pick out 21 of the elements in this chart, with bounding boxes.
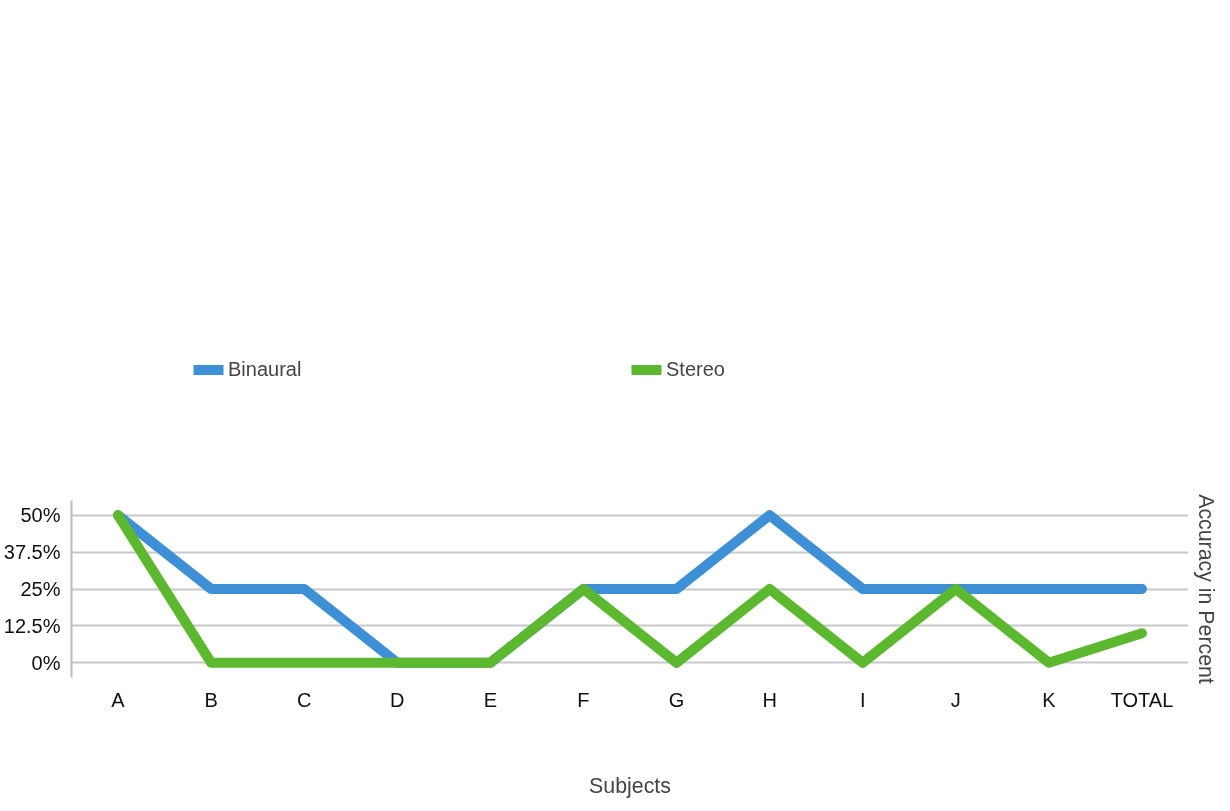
y-tick-label: 37.5% [3, 541, 61, 564]
x-tick-label: D [390, 688, 405, 711]
x-tick-label: TOTAL [1110, 688, 1174, 711]
x-tick-label: C [296, 688, 312, 711]
x-tick-label: H [762, 688, 777, 711]
x-tick-label: A [111, 688, 126, 711]
legend-label: Binaural [228, 357, 303, 381]
x-tick-label: K [1042, 688, 1057, 711]
y-axis-title: Accuracy in Percent [1193, 494, 1218, 684]
x-tick-label: I [859, 688, 866, 711]
x-tick-label: F [577, 688, 590, 711]
x-tick-label: J [950, 688, 961, 711]
y-tick-label: 12.5% [3, 614, 61, 637]
y-tick-label: 0% [31, 651, 61, 674]
y-tick-label: 50% [20, 504, 61, 527]
x-tick-label: E [483, 688, 498, 711]
x-axis-title: Subjects [589, 773, 671, 798]
y-tick-label: 25% [20, 578, 61, 600]
x-tick-label: G [668, 688, 685, 711]
legend-label: Stereo [666, 357, 726, 381]
x-tick-label: B [204, 688, 218, 711]
